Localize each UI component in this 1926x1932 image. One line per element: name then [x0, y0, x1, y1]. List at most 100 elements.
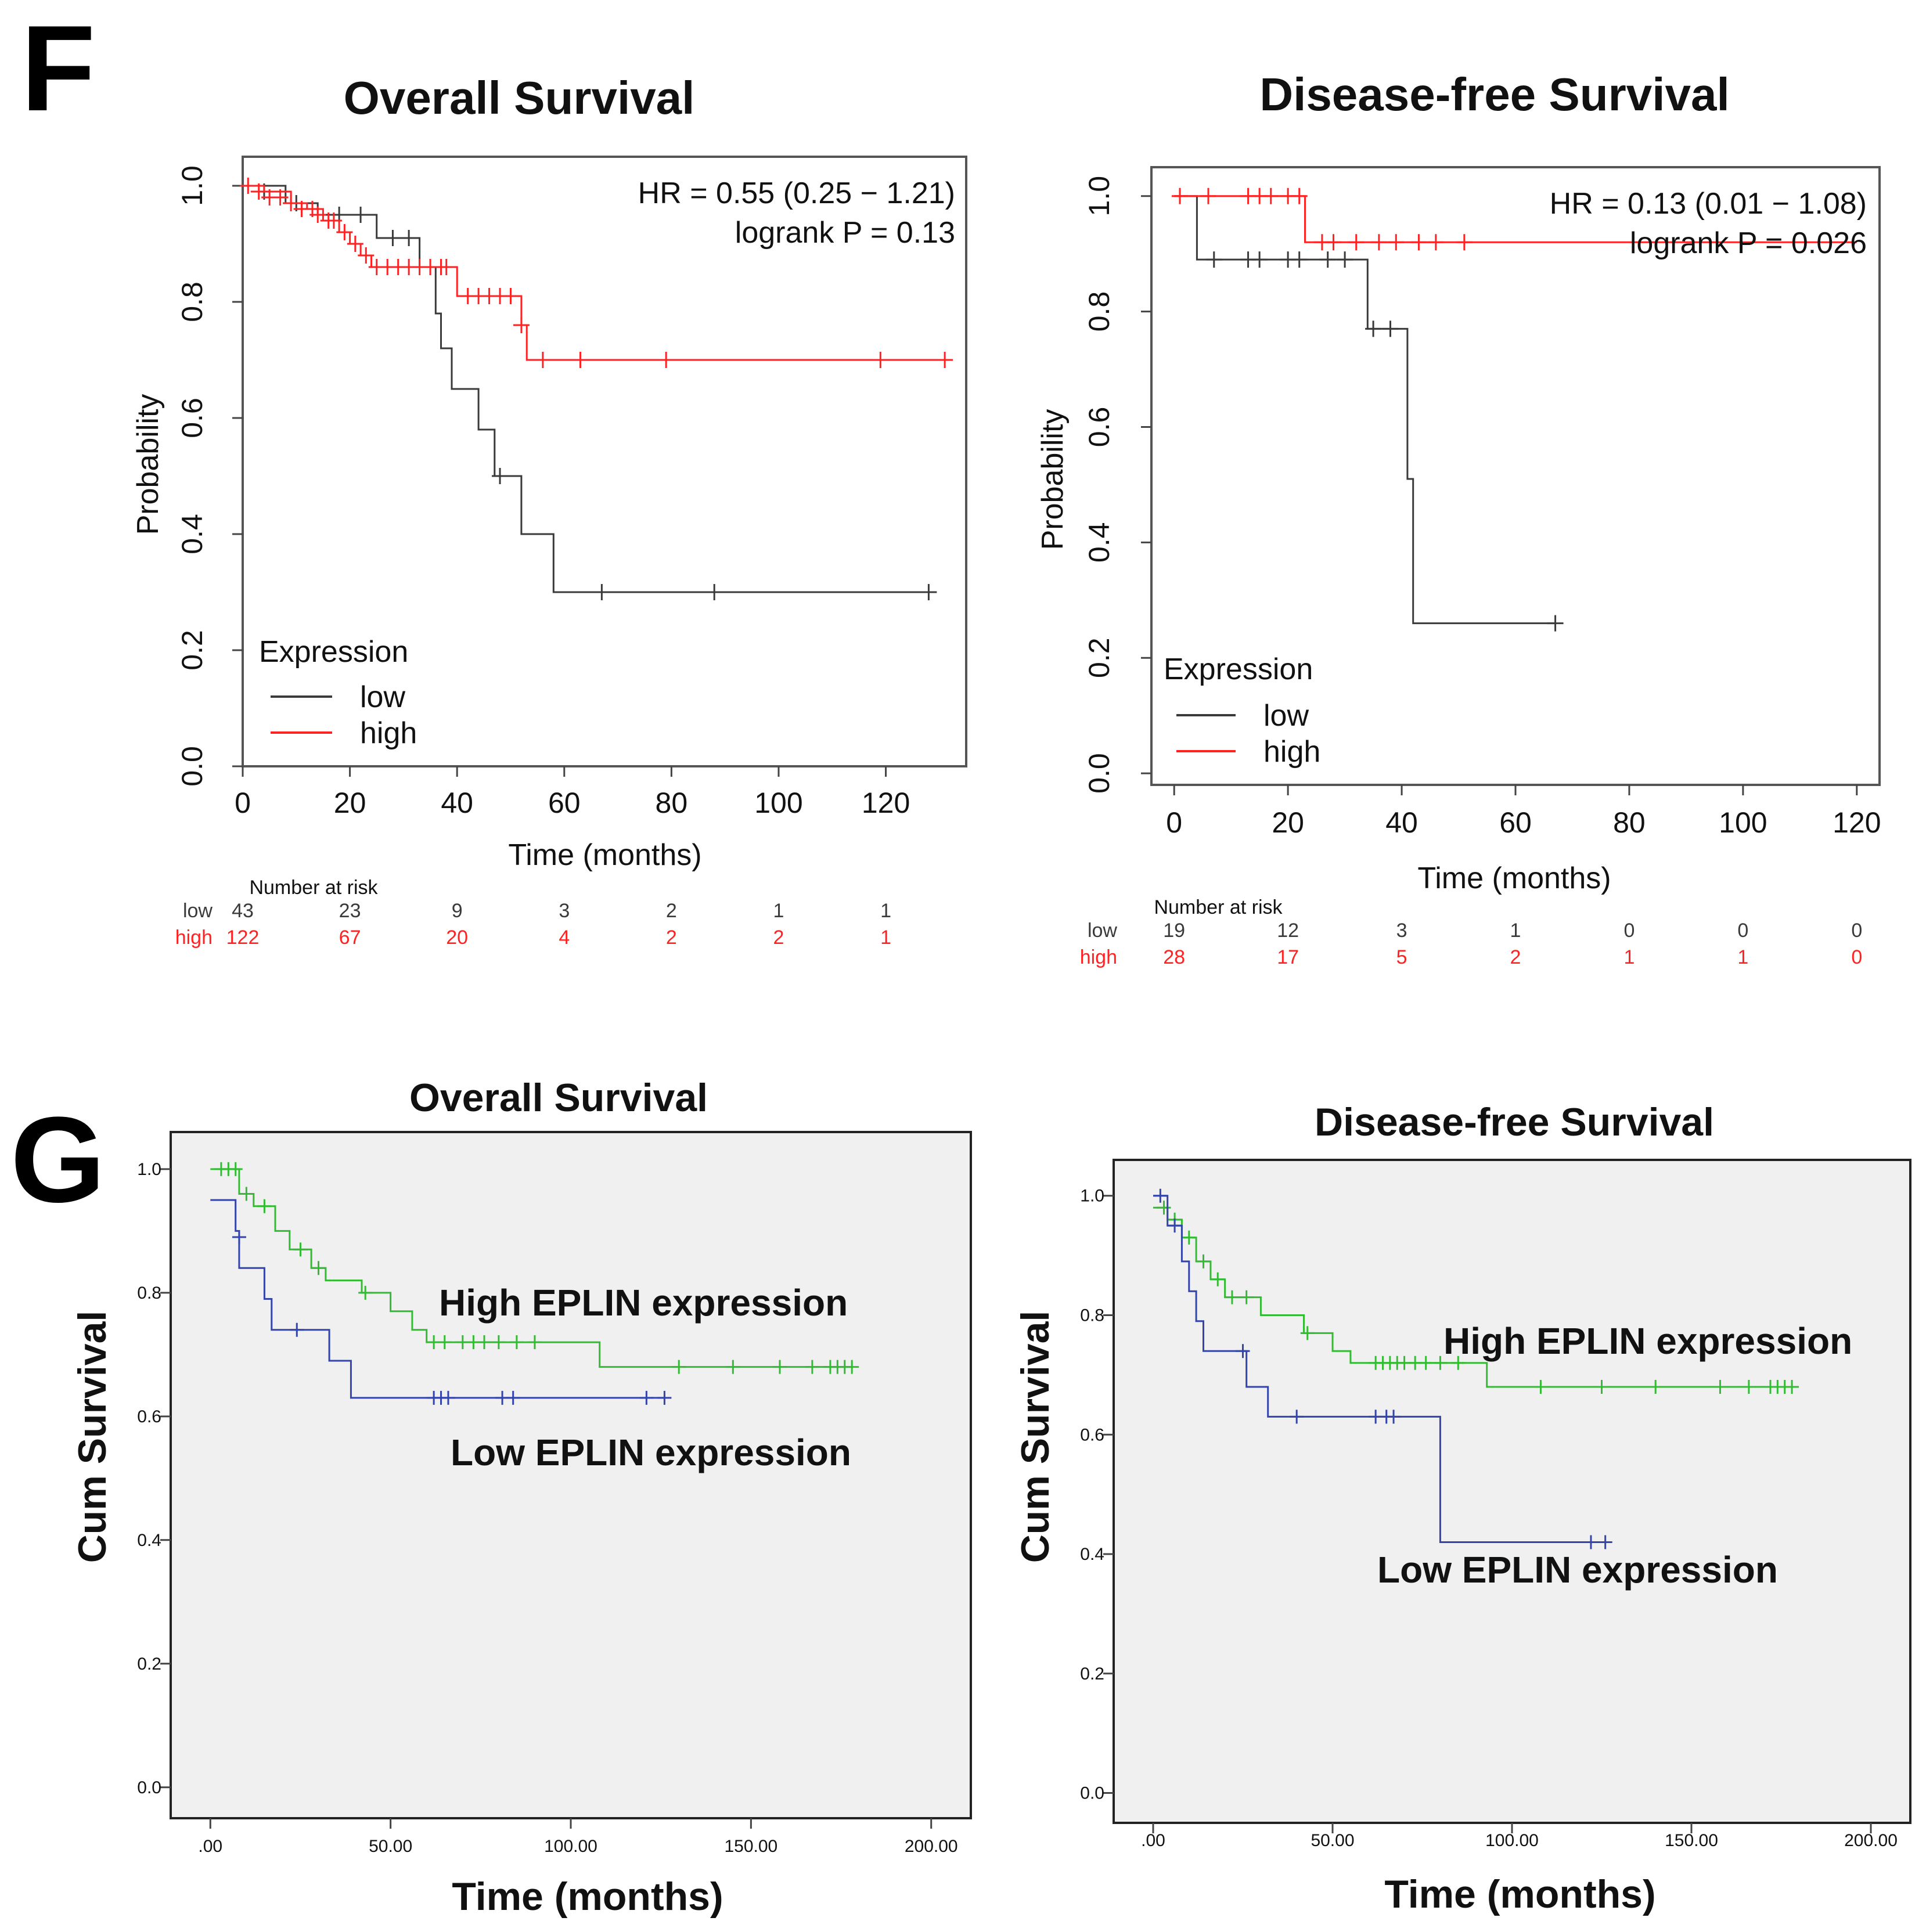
y-tick-label: 0.6 [176, 398, 208, 438]
legend-label-low: low [360, 680, 405, 714]
censor-mark [1251, 251, 1268, 268]
censor-mark [239, 1187, 254, 1201]
censor-mark [1153, 1188, 1168, 1203]
series-layer: 0 20 40 60 80 100 120 0.0 0.2 0.4 0.6 0.8 1.0 [176, 165, 953, 819]
x-tick-label: 40 [1385, 806, 1418, 839]
censor-mark [1533, 1379, 1548, 1394]
y-tick-label: 0.4 [137, 1531, 161, 1550]
censor-mark [1290, 1410, 1304, 1424]
censor-mark [1171, 188, 1188, 204]
censor-mark [401, 230, 417, 246]
censor-mark [1239, 1290, 1254, 1304]
censor-mark [1337, 251, 1353, 268]
hr-annotation: HR = 0.55 (0.25 − 1.21) [638, 176, 955, 210]
censor-mark [1325, 234, 1342, 251]
y-tick-label: 0.4 [176, 514, 208, 554]
y-tick-label: 0.6 [137, 1407, 161, 1426]
y-tick-label: 0.4 [1080, 1545, 1104, 1564]
risk-count: 2 [1510, 946, 1521, 968]
risk-count: 17 [1277, 946, 1299, 968]
censor-mark [1300, 1326, 1315, 1340]
censor-mark [240, 178, 257, 194]
plot-frame [170, 1131, 972, 1819]
censor-mark [358, 247, 375, 264]
censor-mark [293, 1242, 308, 1257]
y-tick-label: 1.0 [137, 1160, 161, 1179]
censor-mark [593, 584, 610, 600]
censor-mark [1365, 320, 1382, 337]
censor-mark [513, 317, 530, 333]
km-curve-high-eplin-expression [210, 1168, 852, 1368]
censor-mark [347, 236, 363, 252]
censor-mark [1291, 188, 1308, 204]
censor-mark [1785, 1379, 1799, 1394]
censor-mark [706, 584, 723, 600]
censor-mark [845, 1360, 859, 1374]
censor-mark [1410, 234, 1427, 251]
censor-mark [1433, 1356, 1448, 1370]
x-axis-label: Time (months) [1384, 1872, 1655, 1916]
x-axis-label: Time (months) [1417, 862, 1611, 895]
km-curve-high [1174, 195, 1857, 243]
plot-frame [242, 156, 967, 767]
censor-mark [672, 1360, 686, 1374]
x-tick-label: 100.00 [544, 1837, 597, 1856]
y-tick-label: 0.0 [1083, 753, 1115, 794]
risk-count: 1 [773, 900, 784, 922]
y-tick-label: 0.8 [137, 1284, 161, 1303]
censor-mark [920, 584, 937, 600]
censor-mark [311, 1261, 326, 1275]
censor-mark [477, 1335, 492, 1350]
risk-count: 3 [1396, 920, 1407, 942]
censor-mark [491, 1335, 506, 1350]
risk-count: 1 [1737, 946, 1748, 968]
risk-count: 1 [880, 927, 891, 949]
chart-g-disease-free-survival: Disease-free Survival .00 50.00 100.00 150.… [1013, 1100, 1911, 1916]
x-tick-label: 120 [862, 787, 910, 819]
legend-label-high: high [360, 716, 417, 750]
y-tick-label: 0.0 [1080, 1784, 1104, 1803]
censor-mark [1583, 1535, 1598, 1549]
y-axis-label: Probability [1036, 409, 1070, 550]
censor-mark [1451, 1356, 1466, 1370]
censor-mark [1205, 251, 1222, 268]
risk-table-header: Number at risk [249, 877, 378, 899]
y-tick-label: 0.6 [1080, 1425, 1104, 1444]
chart-title: Disease-free Survival [1315, 1100, 1714, 1144]
censor-mark [228, 1162, 243, 1176]
censor-mark [1387, 1410, 1401, 1424]
y-tick-label: 1.0 [1080, 1187, 1104, 1206]
risk-count: 23 [339, 900, 361, 922]
y-axis-label: Probability [131, 394, 165, 535]
risk-count: 1 [880, 900, 891, 922]
censor-mark [872, 352, 889, 368]
legend-title: Expression [1164, 653, 1313, 686]
risk-row-label-low: low [1088, 920, 1117, 942]
y-tick-label: 1.0 [1083, 176, 1115, 217]
censor-mark [572, 352, 589, 368]
chart-g-overall-survival: Overall Survival .00 50.00 100.00 150.00 200… [70, 1076, 972, 1919]
x-axis-label: Time (months) [452, 1875, 723, 1919]
censor-mark [290, 1322, 304, 1337]
risk-count: 2 [666, 900, 677, 922]
risk-row-label-high: high [175, 927, 213, 949]
annotation-low: Low EPLIN expression [1377, 1549, 1778, 1591]
x-tick-label: 50.00 [1311, 1831, 1354, 1850]
risk-table-header: Number at risk [1154, 896, 1283, 918]
risk-count: 2 [666, 927, 677, 949]
x-tick-label: 200.00 [905, 1837, 958, 1856]
risk-count: 1 [1510, 920, 1521, 942]
risk-count: 3 [559, 900, 570, 922]
y-axis-label: Cum Survival [70, 1311, 114, 1563]
x-tick-label: 150.00 [724, 1837, 777, 1856]
censor-mark [437, 1335, 452, 1350]
panel-label-f: F [21, 0, 95, 136]
x-tick-label: .00 [1141, 1831, 1165, 1850]
annotation-high: High EPLIN expression [439, 1282, 848, 1324]
x-tick-label: 20 [1272, 806, 1304, 839]
risk-count: 5 [1396, 946, 1407, 968]
censor-mark [1427, 234, 1444, 251]
logrank-annotation: logrank P = 0.13 [735, 216, 955, 250]
risk-count: 19 [1163, 920, 1185, 942]
